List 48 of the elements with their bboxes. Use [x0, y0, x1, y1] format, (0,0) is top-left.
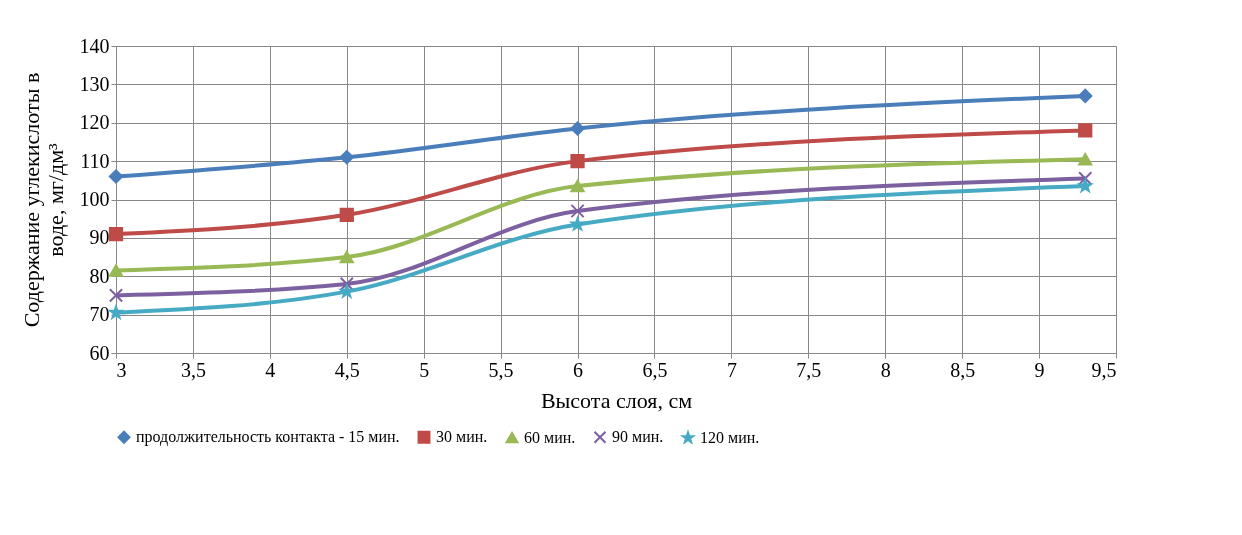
y-tick-label: 110	[80, 149, 110, 172]
x-tick-label: 6	[573, 358, 584, 381]
y-tick-label: 80	[89, 264, 110, 287]
point	[339, 250, 354, 264]
x-tick-label: 8	[880, 358, 891, 381]
point	[570, 154, 585, 169]
point	[570, 179, 585, 193]
point	[570, 121, 585, 136]
point	[339, 150, 354, 165]
point	[108, 288, 124, 303]
y-tick-label: 140	[79, 34, 110, 57]
point	[108, 226, 124, 242]
x-tick-label: 3	[116, 358, 127, 381]
x-tick-label: 4	[265, 358, 276, 381]
legend-label: 120 мин.	[700, 428, 760, 446]
y-tick-label: 70	[89, 303, 110, 326]
y-tick-label: 100	[79, 188, 110, 210]
point	[1078, 88, 1093, 104]
point	[1078, 171, 1093, 186]
point	[108, 169, 124, 184]
x-tick-label: 8,5	[950, 358, 976, 381]
x-tick-label: 5,5	[488, 358, 514, 381]
x-tick-label: 9,5	[1091, 358, 1117, 381]
x-tick-label: 6,5	[642, 358, 668, 381]
y-tick-label: 130	[79, 72, 110, 95]
legend-label: 30 мин.	[436, 428, 488, 446]
point	[339, 207, 354, 222]
point	[1078, 178, 1093, 193]
y-axis-title: Содержание углекислоты в воде, мг/дм³	[18, 72, 68, 328]
point	[570, 217, 585, 231]
x-axis-title: Высота слоя, см	[540, 387, 693, 413]
y-tick-label: 90	[89, 226, 110, 249]
point	[339, 284, 354, 298]
x-tick-label: 5	[419, 358, 430, 381]
point	[570, 203, 585, 219]
legend-label: 90 мин.	[612, 428, 664, 446]
x-tick-label: 3,5	[180, 358, 206, 381]
x-tick-label: 9	[1034, 358, 1045, 381]
x-tick-label: 7	[726, 358, 737, 381]
legend-label: продолжительность контакта - 15 мин.	[136, 428, 400, 447]
legend-label: 60 мин.	[524, 428, 576, 446]
y-tick-label: 120	[79, 111, 110, 134]
point	[1078, 123, 1093, 138]
x-tick-label: 7,5	[796, 358, 822, 381]
y-tick-label: 60	[89, 341, 110, 364]
x-tick-label: 4,5	[334, 358, 360, 381]
point	[1078, 152, 1093, 166]
point	[108, 264, 124, 277]
